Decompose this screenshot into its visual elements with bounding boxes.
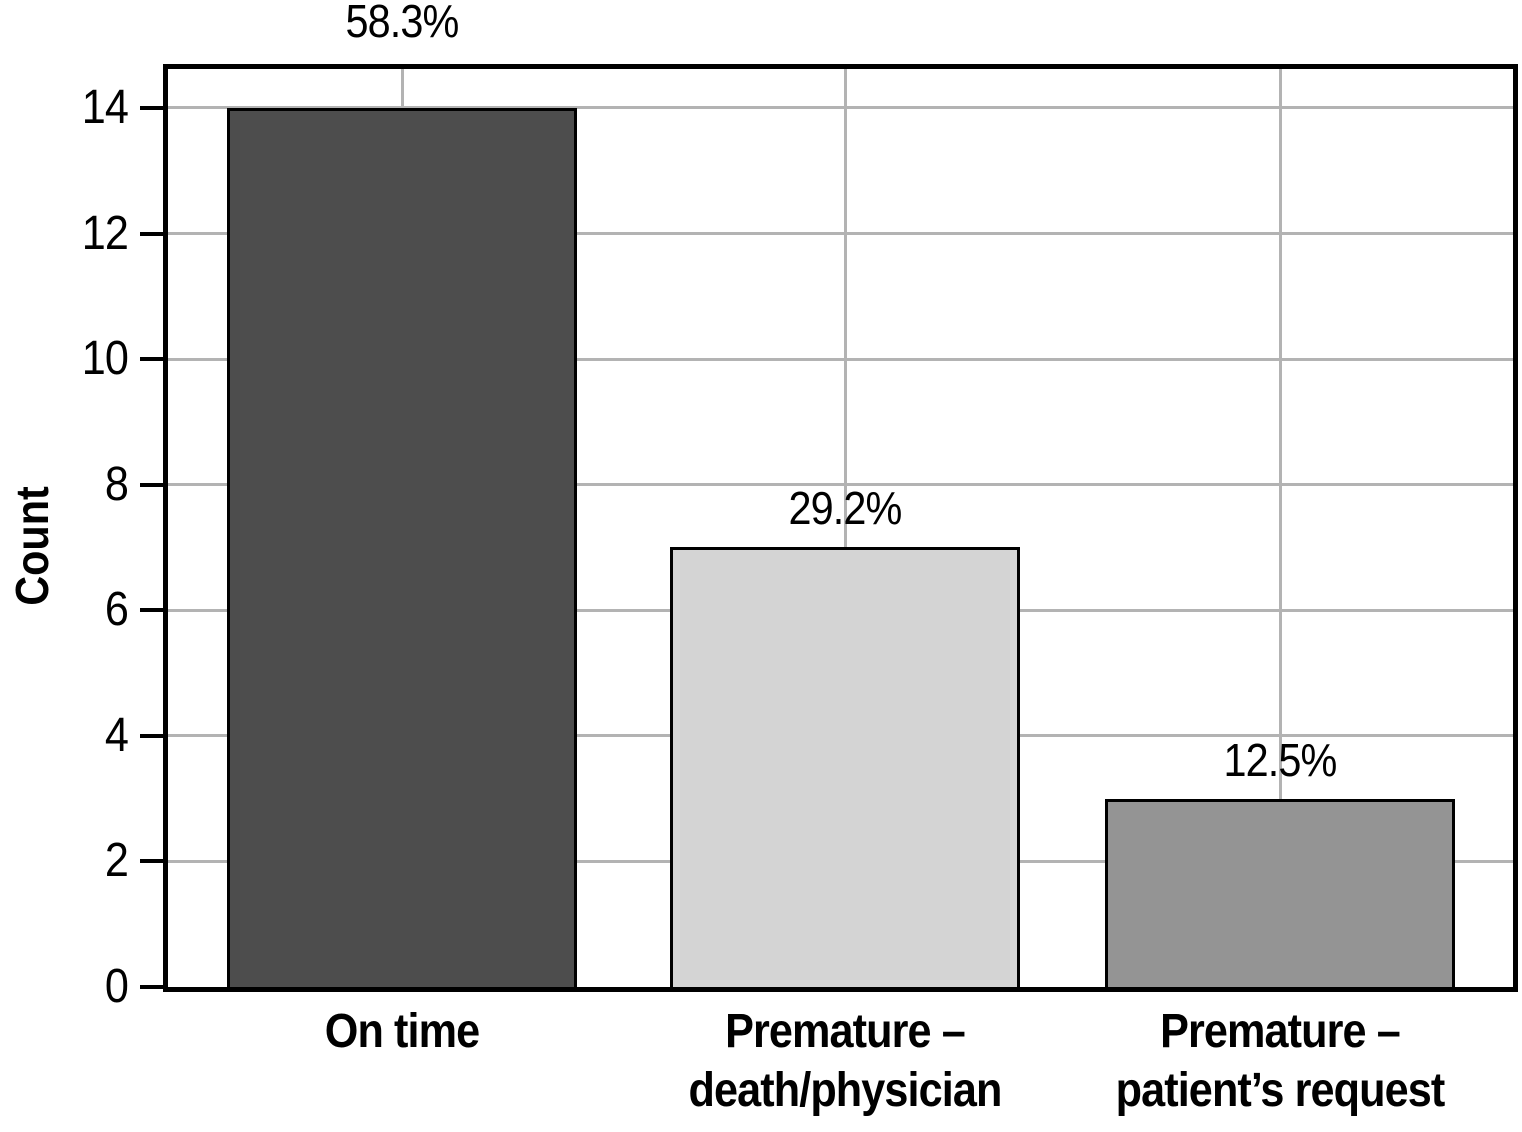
category-line: death/physician — [688, 1064, 1002, 1117]
category-line: On time — [324, 1005, 480, 1058]
y-tick-label: 4 — [104, 708, 129, 762]
category-line: patient’s request — [1115, 1064, 1446, 1117]
y-gridline — [168, 483, 1513, 487]
y-tick-label: 8 — [104, 457, 129, 511]
y-tick-label: 10 — [81, 332, 129, 386]
y-gridline — [168, 106, 1513, 110]
bar-value-label: 12.5% — [1223, 733, 1338, 786]
y-tick-mark — [140, 482, 164, 487]
bar-value-label: 29.2% — [788, 482, 903, 535]
y-tick-mark — [140, 357, 164, 362]
plot-area — [163, 64, 1518, 992]
bar-value-label: 58.3% — [345, 0, 460, 47]
y-gridline — [168, 357, 1513, 361]
y-tick-mark — [140, 859, 164, 864]
y-gridline — [168, 232, 1513, 236]
y-tick-mark — [140, 231, 164, 236]
y-tick-label: 2 — [104, 834, 129, 888]
x-category-label: On time — [168, 1002, 636, 1061]
y-tick-label: 6 — [104, 583, 129, 637]
bar-2 — [1105, 798, 1455, 987]
x-category-label: Premature – patient’s request — [1046, 1002, 1514, 1120]
bar-1 — [670, 547, 1020, 987]
x-gridline — [1278, 69, 1282, 987]
y-tick-mark — [140, 105, 164, 110]
y-tick-mark — [140, 608, 164, 613]
x-category-label: Premature – death/physician — [611, 1002, 1079, 1120]
category-line: Premature – — [725, 1005, 966, 1058]
y-tick-mark — [140, 985, 164, 989]
y-tick-label: 14 — [81, 80, 129, 134]
bar-0 — [227, 107, 577, 987]
category-line: Premature – — [1160, 1005, 1401, 1058]
y-tick-mark — [140, 733, 164, 738]
x-gridline — [843, 69, 847, 987]
plot-inner — [168, 69, 1513, 987]
y-tick-label: 0 — [104, 960, 129, 1013]
y-tick-label: 12 — [81, 206, 129, 260]
